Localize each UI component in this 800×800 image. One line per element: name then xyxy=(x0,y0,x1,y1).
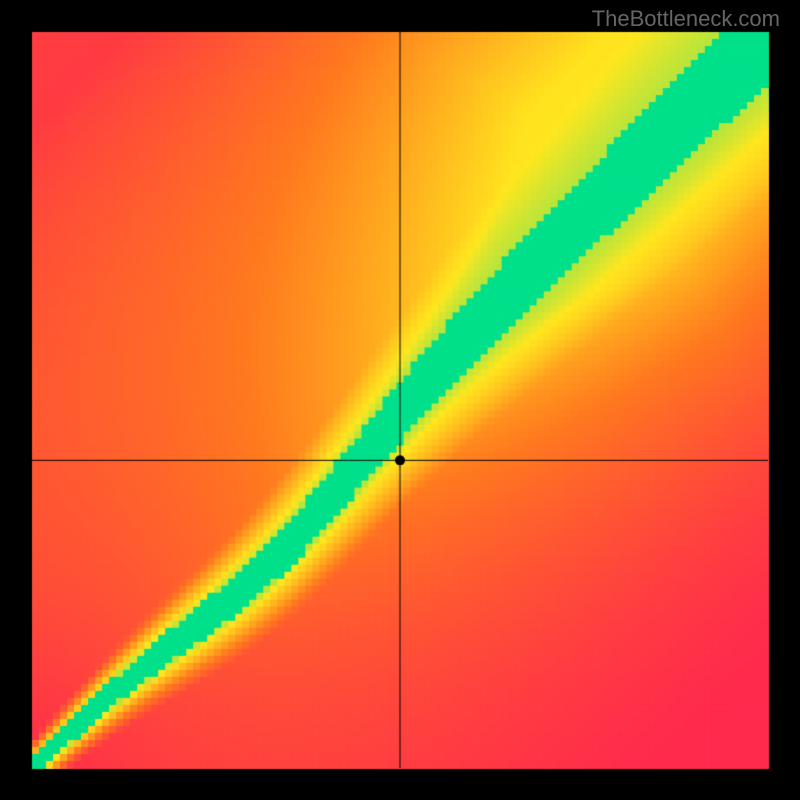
watermark-text: TheBottleneck.com xyxy=(592,6,780,32)
bottleneck-heatmap xyxy=(0,0,800,800)
